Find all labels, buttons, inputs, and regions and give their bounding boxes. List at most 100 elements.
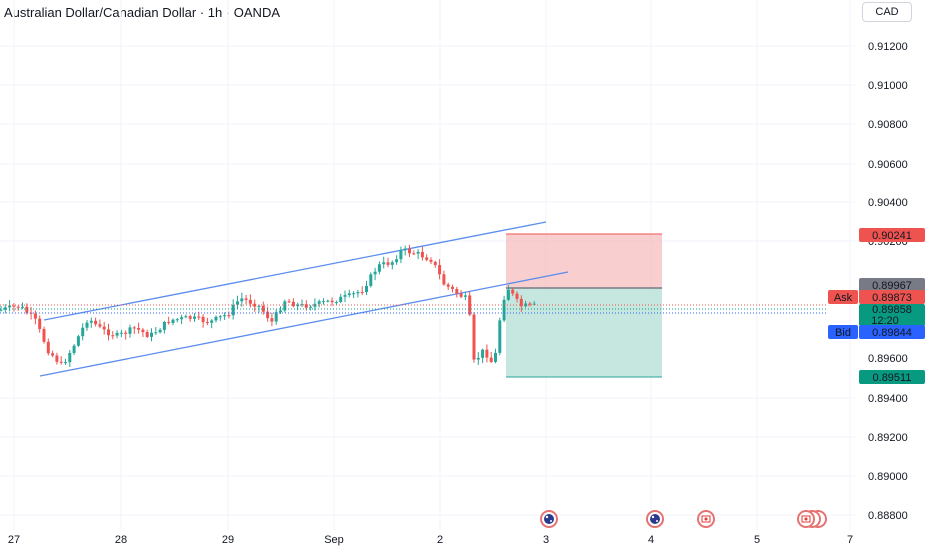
candle-body (244, 298, 248, 300)
candle-body (55, 355, 59, 362)
channel-lower-line[interactable] (39, 271, 569, 377)
candle-body (38, 318, 42, 329)
candle-body (412, 253, 416, 255)
price-tick-label: 0.90800 (868, 119, 908, 131)
candle-body (425, 257, 429, 260)
candle-body (46, 341, 50, 354)
candle-body (33, 313, 37, 319)
candle-body (42, 328, 46, 342)
candle-body (287, 301, 291, 303)
candle-body (399, 250, 403, 260)
price-tick-label: 0.90600 (868, 159, 908, 171)
candle-body (115, 332, 119, 336)
candle-body (373, 271, 377, 275)
australia-flag-icon[interactable] (646, 510, 664, 528)
candle-body (270, 318, 274, 322)
channel-upper-line[interactable] (43, 221, 547, 321)
candle-body (51, 353, 55, 356)
candle-body (218, 316, 222, 318)
target-price-tag: 0.89511 (859, 370, 925, 384)
candle-body (334, 302, 338, 304)
candle-body (274, 312, 278, 322)
candle-body (511, 289, 515, 294)
candle-body (102, 326, 106, 330)
candle-body (356, 292, 360, 294)
candle-body (489, 357, 493, 362)
time-axis[interactable]: 27 28 29 Sep 2 3 4 5 7 (8, 534, 853, 546)
candle-body (429, 259, 433, 262)
stop-price-text: 0.90241 (872, 230, 912, 242)
candle-body (85, 322, 89, 328)
stop-price-tag: 0.90241 (859, 228, 925, 242)
candle-body (180, 317, 184, 320)
candle-body (485, 349, 489, 358)
candle-body (506, 289, 510, 300)
candle-body (519, 298, 523, 307)
time-tick-label: 2 (437, 534, 443, 546)
candle-body (442, 274, 446, 285)
time-tick-label: 7 (847, 534, 853, 546)
price-tick-label: 0.91200 (868, 41, 908, 53)
candle-body (291, 301, 295, 307)
candle-body (309, 306, 313, 308)
candle-body (64, 362, 67, 364)
candle-body (158, 329, 162, 333)
candle-body (171, 319, 175, 324)
candle-body (300, 304, 304, 306)
canada-flag-icon[interactable] (797, 510, 827, 528)
take-profit-zone[interactable] (506, 288, 662, 377)
target-price-text: 0.89511 (873, 372, 912, 384)
candle-body (455, 288, 459, 294)
candle-body (433, 261, 437, 266)
time-tick-label: 29 (222, 534, 234, 546)
last-price-tag: 0.89858 12:20 (859, 304, 925, 327)
candle-body (463, 295, 467, 297)
candle-body (89, 320, 93, 323)
candle-body (408, 248, 411, 254)
candle-body (360, 292, 364, 294)
candle-body (313, 303, 317, 307)
candle-body (528, 303, 532, 305)
candle-body (395, 259, 399, 263)
candle-body (347, 293, 351, 296)
ask-price-tag: Ask 0.89873 (828, 290, 925, 304)
candle-body (279, 310, 282, 313)
time-tick-label: 3 (543, 534, 549, 546)
candle-body (339, 296, 343, 303)
candle-body (481, 349, 485, 358)
candle-body (468, 295, 472, 315)
candle-body (416, 251, 420, 254)
last-price-text: 0.89858 (872, 304, 912, 316)
candle-body (365, 285, 368, 293)
candle-body (343, 295, 347, 297)
candle-body (76, 336, 80, 346)
bid-label-text: Bid (835, 327, 851, 339)
time-tick-label: Sep (324, 534, 344, 546)
candle-body (81, 327, 85, 337)
canada-flag-icon[interactable] (697, 510, 715, 528)
time-tick-label: 5 (754, 534, 760, 546)
entry-price-tag: 0.89967 (859, 278, 925, 292)
candle-body (459, 293, 463, 297)
candle-body (72, 345, 76, 353)
candle-body (498, 320, 502, 353)
candle-body (124, 332, 128, 334)
australia-flag-icon[interactable] (540, 510, 558, 528)
candle-body (184, 316, 188, 318)
candle-body (201, 316, 205, 323)
candle-body (94, 320, 98, 325)
candle-body (403, 248, 407, 251)
candle-body (8, 305, 12, 308)
candle-body (352, 293, 356, 295)
price-tick-label: 0.89400 (868, 393, 908, 405)
candle-body (390, 262, 394, 265)
candle-body (420, 251, 424, 258)
grid (0, 0, 855, 530)
candle-body (3, 307, 7, 310)
time-tick-label: 27 (8, 534, 20, 546)
chart-title: Australian Dollar/Canadian Dollar · 1h ·… (4, 5, 281, 20)
bar-countdown-text: 12:20 (871, 315, 899, 327)
candle-body (283, 301, 287, 311)
currency-button[interactable]: CAD (862, 2, 912, 22)
